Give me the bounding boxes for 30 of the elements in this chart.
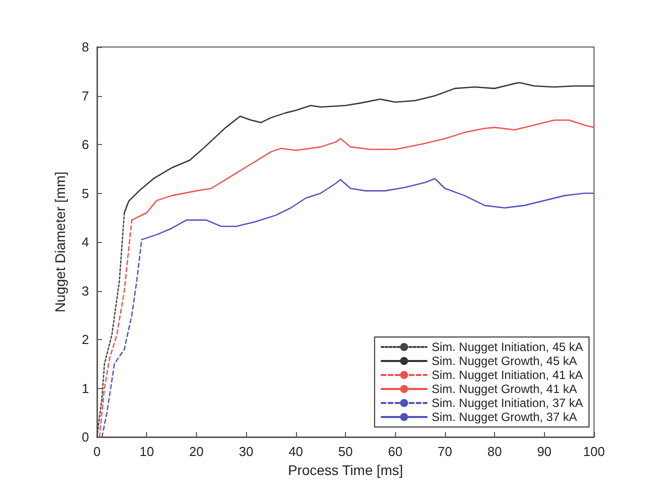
y-tick-label: 2: [82, 332, 89, 347]
y-tick-label: 3: [82, 283, 89, 298]
x-tick-label: 20: [189, 444, 204, 459]
line-series: [124, 82, 595, 214]
x-tick-label: 50: [338, 444, 353, 459]
x-tick-label: 10: [139, 444, 154, 459]
line-series: [96, 212, 125, 438]
x-tick-label: 60: [388, 444, 402, 459]
x-tick-label: 80: [487, 444, 502, 459]
y-tick-label: 0: [82, 430, 89, 444]
x-tick-label: 100: [583, 444, 605, 459]
y-tick-label: 7: [82, 88, 89, 104]
y-tick-label: 1: [82, 380, 89, 396]
legend-label: Sim. Nugget Initiation, 41 kA: [432, 368, 584, 382]
y-tick-label: 5: [82, 186, 89, 201]
x-tick-label: 0: [93, 444, 101, 459]
x-tick-label: 30: [238, 444, 254, 459]
y-tick-label: 4: [82, 234, 89, 250]
x-tick-label: 40: [288, 444, 304, 459]
y-axis-title: Nugget Diameter [mm]: [52, 172, 68, 312]
legend-label: Sim. Nugget Growth, 37 kA: [432, 410, 577, 424]
legend-label: Sim. Nugget Growth, 45 kA: [432, 354, 577, 368]
legend-label: Sim. Nugget Growth, 41 kA: [432, 382, 577, 396]
legend-label: Sim. Nugget Initiation, 37 kA: [432, 396, 584, 410]
legend-label: Sim. Nugget Initiation, 45 kA: [432, 340, 584, 354]
y-tick-label: 6: [82, 137, 89, 152]
y-tick-label: 8: [82, 40, 89, 54]
x-tick-label: 90: [537, 444, 552, 459]
x-tick-label: 70: [438, 444, 452, 459]
x-axis-title: Process Time [ms]: [288, 462, 404, 478]
